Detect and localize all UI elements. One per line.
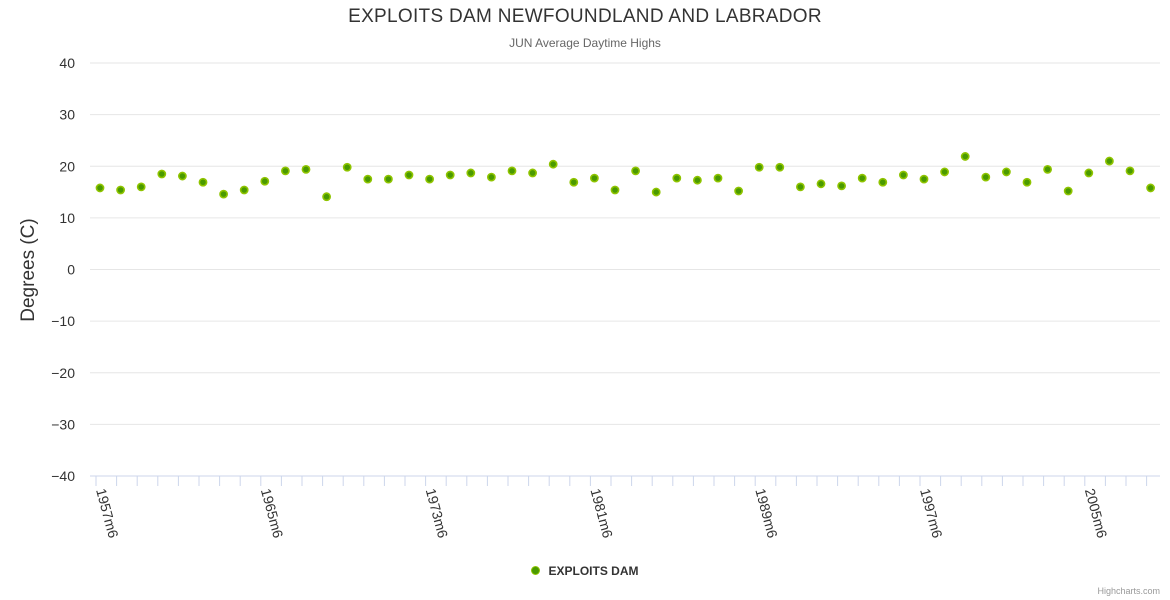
y-tick-label: −40 — [51, 468, 75, 484]
y-tick-label: 40 — [59, 55, 75, 71]
y-tick-label: −30 — [51, 416, 75, 432]
x-tick-label: 1981m6 — [588, 487, 617, 540]
data-point — [507, 166, 517, 176]
data-point — [280, 166, 290, 176]
data-point — [342, 162, 352, 172]
chart-subtitle: JUN Average Daytime Highs — [509, 36, 661, 50]
data-point — [919, 174, 929, 184]
data-point — [610, 185, 620, 195]
legend[interactable]: EXPLOITS DAM — [0, 564, 1170, 578]
data-point — [940, 167, 949, 177]
data-point — [590, 173, 599, 183]
x-tick-label: 1957m6 — [93, 487, 122, 540]
legend-marker-icon — [531, 566, 541, 576]
data-point — [569, 177, 579, 187]
y-tick-label: 30 — [59, 107, 75, 123]
data-point — [1105, 156, 1114, 166]
data-point — [837, 181, 846, 191]
data-point — [754, 162, 764, 172]
data-point — [445, 170, 455, 180]
data-point — [981, 172, 991, 182]
data-point — [486, 172, 496, 182]
data-point — [672, 173, 682, 183]
x-tick-label: 1965m6 — [258, 487, 287, 540]
data-point — [260, 176, 270, 186]
data-point — [157, 169, 167, 179]
data-point — [425, 174, 434, 184]
chart-title: EXPLOITS DAM NEWFOUNDLAND AND LABRADOR — [348, 6, 822, 27]
data-point — [693, 175, 702, 185]
x-tick-label: 2005m6 — [1082, 487, 1111, 540]
y-tick-label: −10 — [51, 313, 75, 329]
data-point — [95, 183, 105, 193]
data-point — [878, 177, 888, 187]
data-point — [734, 186, 743, 196]
y-tick-label: 0 — [67, 262, 75, 278]
data-point — [116, 185, 125, 195]
data-point — [1146, 183, 1155, 193]
data-point — [1084, 168, 1094, 178]
data-point — [219, 189, 228, 199]
data-point — [816, 179, 826, 189]
x-tick-label: 1997m6 — [917, 487, 946, 540]
data-point — [651, 187, 661, 197]
credits-link[interactable]: Highcharts.com — [1097, 586, 1160, 596]
data-point — [136, 182, 146, 192]
x-tick-label: 1989m6 — [752, 487, 781, 540]
data-point — [528, 168, 537, 178]
data-point — [322, 192, 331, 202]
x-tick-label: 1973m6 — [423, 487, 452, 540]
data-point — [713, 173, 723, 183]
data-point — [363, 174, 373, 184]
data-point — [177, 171, 187, 181]
data-point — [1125, 166, 1135, 176]
data-point — [775, 162, 785, 172]
data-point — [383, 174, 393, 184]
data-point — [239, 185, 249, 195]
data-point — [631, 166, 640, 176]
data-point — [466, 168, 476, 178]
y-tick-label: 20 — [59, 158, 75, 174]
data-point — [1043, 164, 1052, 174]
data-point — [1063, 186, 1073, 196]
data-point — [899, 170, 908, 180]
data-point — [198, 177, 208, 187]
y-tick-label: 10 — [59, 210, 75, 226]
data-point — [1022, 177, 1032, 187]
data-point — [1002, 167, 1011, 177]
legend-label[interactable]: EXPLOITS DAM — [548, 564, 639, 578]
y-axis-title: Degrees (C) — [18, 218, 39, 321]
data-point — [301, 164, 311, 174]
data-point — [404, 170, 414, 180]
data-point — [857, 173, 867, 183]
y-tick-label: −20 — [51, 365, 75, 381]
data-point — [796, 182, 805, 192]
data-point — [960, 152, 970, 161]
data-point — [548, 159, 558, 169]
